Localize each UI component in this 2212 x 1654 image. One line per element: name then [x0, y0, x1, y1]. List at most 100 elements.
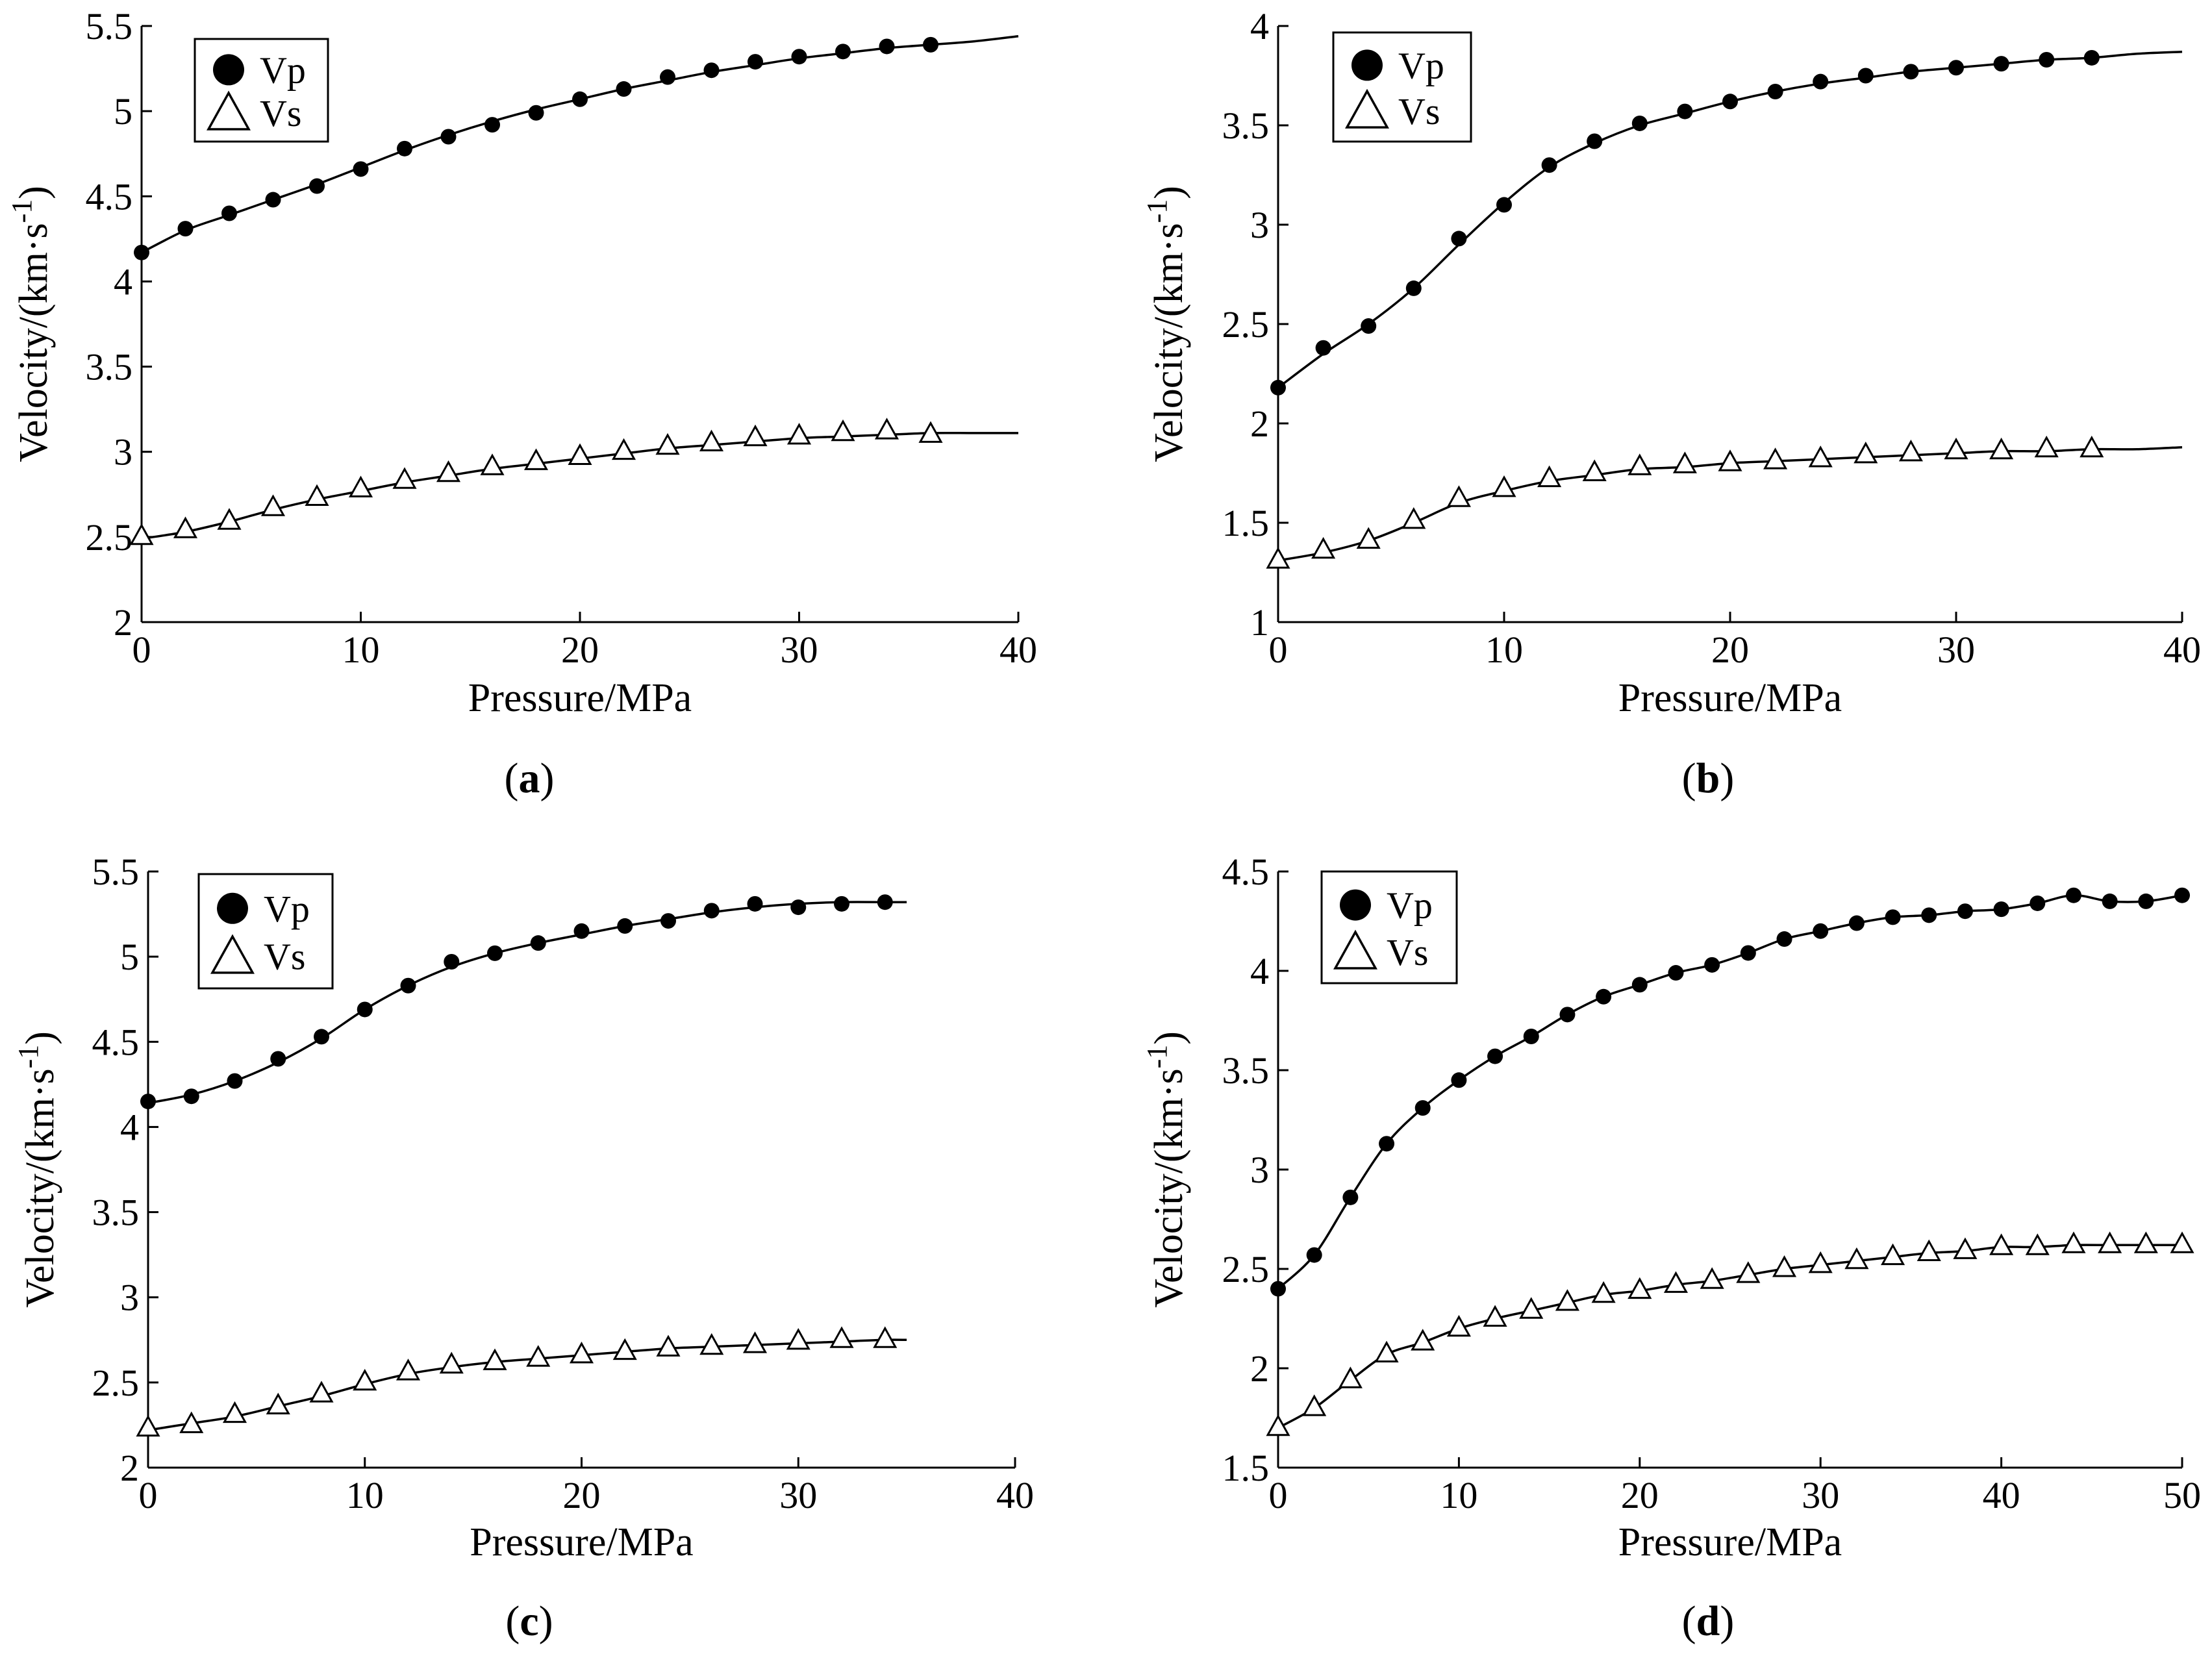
- panel-caption: (b): [1682, 755, 1735, 802]
- y-axis-label-main: Velocity/(km·s: [18, 1068, 62, 1308]
- y-tick-label: 5.5: [92, 851, 140, 893]
- data-point-vs: [2034, 435, 2059, 458]
- data-point-vs: [1944, 437, 1968, 460]
- y-axis-label-close: ): [1147, 186, 1191, 199]
- y-axis-label-close: ): [18, 1031, 62, 1045]
- caption-open-paren: (: [505, 1598, 520, 1645]
- legend-label-vs: Vs: [260, 92, 301, 134]
- legend-label-vs: Vs: [1398, 90, 1440, 132]
- panel-caption: (c): [505, 1598, 553, 1645]
- data-point-vp: [703, 62, 720, 79]
- caption-letter: b: [1696, 755, 1720, 802]
- legend-marker-vp: [217, 892, 248, 924]
- data-point-vp: [703, 903, 720, 919]
- data-point-vp: [616, 81, 632, 97]
- data-point-vs: [2080, 435, 2104, 458]
- data-point-vp: [747, 896, 763, 912]
- y-tick-label: 3: [1250, 1149, 1269, 1191]
- data-point-vp: [1379, 1136, 1395, 1152]
- data-point-vs: [1736, 1261, 1761, 1283]
- data-point-vp: [140, 1094, 156, 1110]
- data-point-vs: [1808, 1251, 1833, 1273]
- legend-marker-vs: [207, 90, 251, 131]
- data-point-vp: [2174, 887, 2190, 903]
- y-tick-label: 4.5: [92, 1021, 140, 1063]
- y-tick-label: 1.5: [1222, 502, 1270, 544]
- chart-panel-c: 0 10 20 30 40 2 2.5 3 3.5 4 4.5 5 5.5 Pressure/MPa Vel…: [12, 851, 1034, 1645]
- legend-label-vp: Vp: [1398, 44, 1444, 86]
- data-point-vs: [1772, 1255, 1797, 1277]
- data-point-vs: [483, 1348, 507, 1370]
- fit-curve-vs: [1277, 1244, 2182, 1429]
- y-axis-label-superscript: -1: [6, 199, 38, 223]
- data-point-vs: [348, 475, 373, 497]
- y-tick-label: 2: [1250, 1347, 1269, 1390]
- y-axis-label-main: Velocity/(km·s: [12, 223, 56, 462]
- y-axis-label: Velocity/(km·s-1): [6, 186, 56, 462]
- panel-caption: (a): [505, 755, 555, 802]
- caption-close-paren: ): [539, 1598, 553, 1645]
- data-point-vp: [573, 923, 590, 939]
- data-point-vs: [1374, 1340, 1399, 1363]
- x-tick-label: 40: [996, 1474, 1034, 1516]
- data-point-vp: [314, 1029, 329, 1045]
- data-point-vs: [1446, 1314, 1471, 1337]
- data-point-vp: [227, 1073, 243, 1089]
- data-point-vs: [2061, 1231, 2086, 1253]
- data-point-vs: [222, 1401, 247, 1423]
- data-point-vp: [444, 954, 460, 970]
- data-point-vs: [392, 467, 417, 489]
- x-tick-label: 30: [781, 629, 818, 671]
- x-axis-label: Pressure/MPa: [470, 1520, 693, 1564]
- data-point-vp: [1361, 318, 1377, 334]
- caption-open-paren: (: [505, 755, 519, 802]
- data-point-vp: [2102, 893, 2118, 909]
- chart-panel-b: 0 10 20 30 40 1 1.5 2 2.5 3 3.5 4 Pressure/MPa Veloci…: [1141, 5, 2201, 802]
- data-point-vs: [1953, 1237, 1978, 1259]
- data-point-vs: [873, 1326, 898, 1348]
- x-axis-label: Pressure/MPa: [1618, 676, 1842, 720]
- data-point-vs: [1492, 475, 1516, 497]
- data-point-vs: [1582, 459, 1607, 481]
- data-point-vs: [266, 1392, 290, 1415]
- data-point-vs: [786, 423, 812, 445]
- caption-open-paren: (: [1682, 1598, 1696, 1645]
- data-point-vp: [1270, 379, 1286, 395]
- x-tick-label: 20: [563, 1474, 601, 1516]
- data-point-vp: [487, 945, 503, 961]
- y-tick-label: 2.5: [92, 1362, 140, 1404]
- y-tick-label: 3: [120, 1277, 139, 1319]
- data-point-vs: [1854, 442, 1878, 464]
- y-tick-label: 4: [1250, 950, 1269, 992]
- data-point-vp: [572, 91, 588, 107]
- chart-panel-a: 0 10 20 30 40 2 2.5 3 3.5 4 4.5 5 5.5 Pressure/MPa Vel…: [6, 5, 1037, 802]
- data-point-vs: [1483, 1305, 1507, 1327]
- data-point-vs: [1555, 1289, 1579, 1311]
- data-point-vs: [742, 1331, 768, 1353]
- data-point-vs: [129, 523, 154, 545]
- data-point-vp: [1496, 197, 1512, 213]
- data-point-vp: [1857, 68, 1874, 84]
- data-point-vs: [1898, 439, 1923, 462]
- data-point-vs: [1989, 1233, 2014, 1255]
- data-point-vs: [1672, 451, 1697, 473]
- caption-letter: d: [1696, 1598, 1720, 1645]
- data-point-vs: [699, 1333, 724, 1355]
- data-point-vs: [1519, 1297, 1544, 1319]
- data-point-vp: [400, 977, 416, 994]
- data-point-vs: [1356, 527, 1381, 549]
- data-point-vs: [173, 516, 198, 538]
- data-point-vs: [2098, 1231, 2122, 1253]
- data-point-vs: [480, 453, 505, 475]
- data-point-vp: [309, 178, 325, 194]
- caption-close-paren: ): [1720, 755, 1734, 802]
- legend-marker-vs: [1345, 88, 1389, 129]
- data-point-vp: [2065, 887, 2081, 903]
- data-point-vs: [1311, 536, 1336, 559]
- data-point-vs: [2133, 1231, 2158, 1253]
- data-point-vp: [1451, 231, 1467, 247]
- data-point-vp: [1885, 909, 1901, 925]
